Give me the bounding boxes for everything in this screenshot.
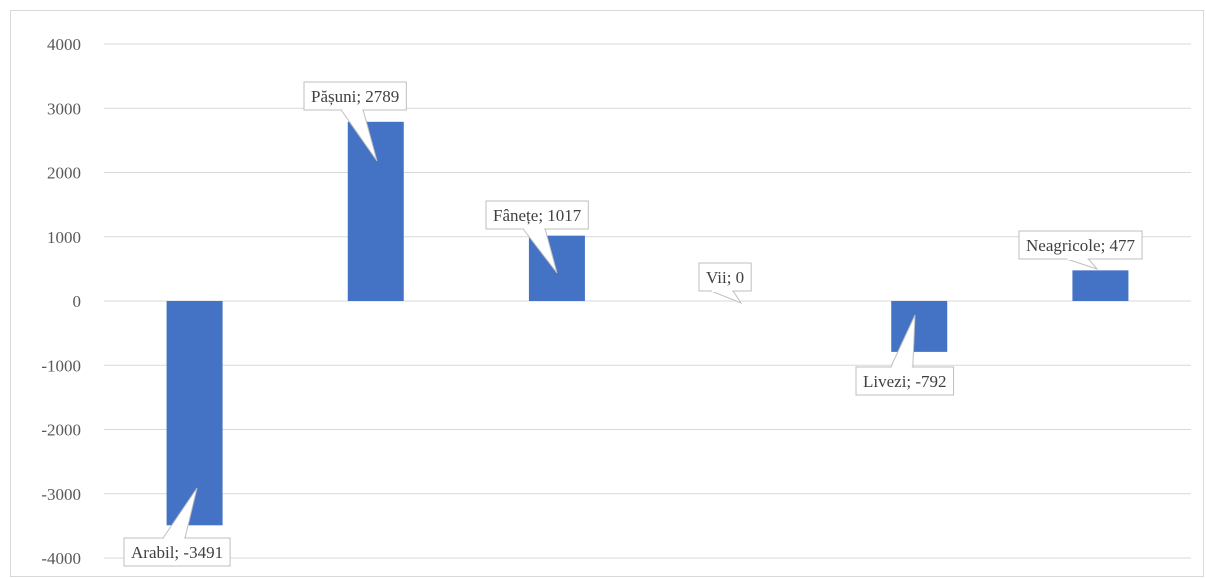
data-label-callout: Livezi; -792 (855, 314, 955, 396)
chart-frame: 4000 3000 2000 1000 0 -1000 -2000 -3000 -4000 Ara… (10, 10, 1204, 577)
data-label-callout: Arabil; -3491 (123, 487, 231, 567)
bar (347, 121, 404, 301)
data-label: Livezi; -792 (863, 372, 947, 391)
callout-box (855, 366, 955, 396)
data-label: Fânețe; 1017 (493, 206, 582, 225)
callout-box (698, 262, 752, 292)
callout-box (485, 200, 589, 230)
y-tick-label: -1000 (41, 356, 81, 375)
y-tick-label: -3000 (41, 485, 81, 504)
data-label-callout: Vii; 0 (698, 262, 752, 305)
callout-pointer (340, 109, 378, 162)
callout-box (303, 81, 407, 111)
callout-pointer (522, 228, 558, 274)
y-tick-label: 1000 (47, 228, 81, 247)
y-tick-label: 2000 (47, 164, 81, 183)
data-label-callout: Neagricole; 477 (1018, 230, 1143, 271)
data-label-callout: Pășuni; 2789 (303, 81, 407, 162)
bar-chart: 4000 3000 2000 1000 0 -1000 -2000 -3000 -4000 Ara… (41, 35, 1191, 568)
y-tick-label: 0 (73, 292, 82, 311)
y-tick-label: 4000 (47, 35, 81, 54)
data-label: Vii; 0 (706, 268, 744, 287)
bar (891, 301, 948, 352)
callout-box (1018, 230, 1143, 260)
callout-pointer (710, 290, 743, 305)
y-tick-label: -4000 (41, 549, 81, 568)
callout-pointer (890, 314, 916, 368)
callout-box (123, 537, 231, 567)
data-label-callout: Fânețe; 1017 (485, 200, 589, 274)
data-label: Pășuni; 2789 (311, 87, 399, 106)
y-tick-label: 3000 (47, 99, 81, 118)
callout-pointer (1066, 258, 1099, 271)
bar (1072, 270, 1129, 301)
bar (166, 301, 223, 526)
y-tick-label: -2000 (41, 421, 81, 440)
data-label: Neagricole; 477 (1026, 236, 1136, 255)
data-label: Arabil; -3491 (131, 543, 223, 562)
callout-pointer (162, 487, 198, 539)
